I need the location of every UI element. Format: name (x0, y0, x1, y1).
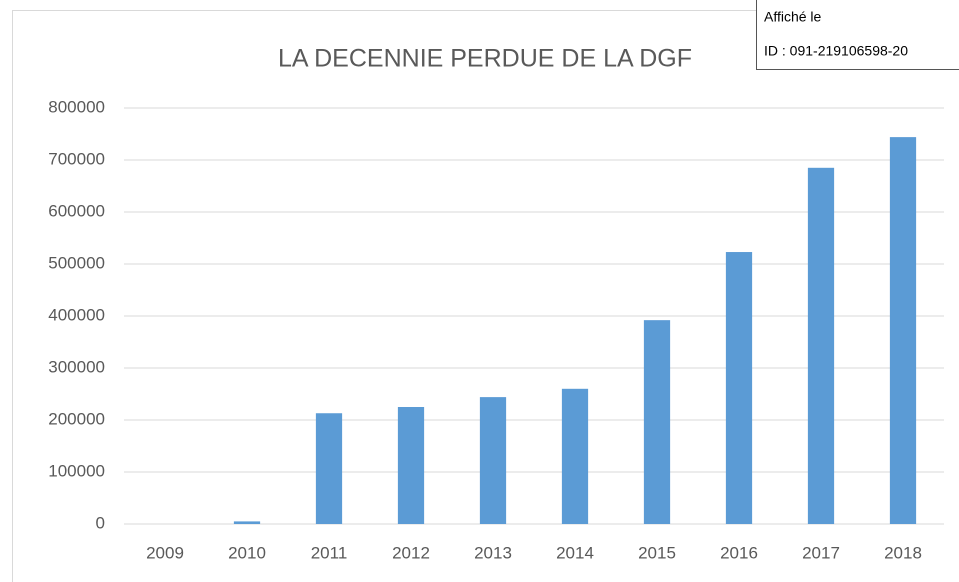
bar (233, 521, 261, 524)
bar (889, 137, 917, 524)
x-tick-label: 2009 (146, 543, 184, 562)
bar (479, 397, 507, 524)
bar (397, 407, 425, 524)
x-tick-label: 2014 (556, 543, 594, 562)
chart-title: LA DECENNIE PERDUE DE LA DGF (278, 45, 692, 73)
y-tick-label: 200000 (48, 409, 105, 428)
y-tick-label: 800000 (48, 97, 105, 116)
y-tick-label: 0 (96, 513, 105, 532)
bar (725, 252, 753, 525)
x-tick-label: 2011 (311, 543, 348, 562)
y-tick-label: 700000 (48, 149, 105, 168)
x-tick-label: 2015 (638, 543, 676, 562)
x-tick-label: 2018 (884, 543, 922, 562)
x-tick-label: 2017 (802, 543, 840, 562)
bar (643, 320, 671, 524)
bar (807, 167, 835, 525)
x-tick-label: 2010 (228, 543, 266, 562)
y-tick-label: 400000 (48, 305, 105, 324)
y-tick-label: 600000 (48, 201, 105, 220)
y-tick-label: 100000 (48, 461, 105, 480)
x-tick-label: 2013 (474, 543, 512, 562)
x-tick-label: 2012 (392, 543, 430, 562)
bar (561, 388, 589, 524)
stamp-line: ID : 091-219106598-20 (764, 43, 908, 59)
bar (315, 413, 343, 524)
stamp-box (756, 0, 959, 70)
stamp: Affiché le ID : 091-219106598-20 (756, 0, 959, 70)
x-tick-label: 2016 (720, 543, 758, 562)
y-tick-label: 300000 (48, 357, 105, 376)
stamp-line: Affiché le (764, 9, 822, 25)
y-tick-label: 500000 (48, 253, 105, 272)
plot-area: 0 100000 200000 300000 400000 500000 600000 700… (48, 97, 944, 562)
